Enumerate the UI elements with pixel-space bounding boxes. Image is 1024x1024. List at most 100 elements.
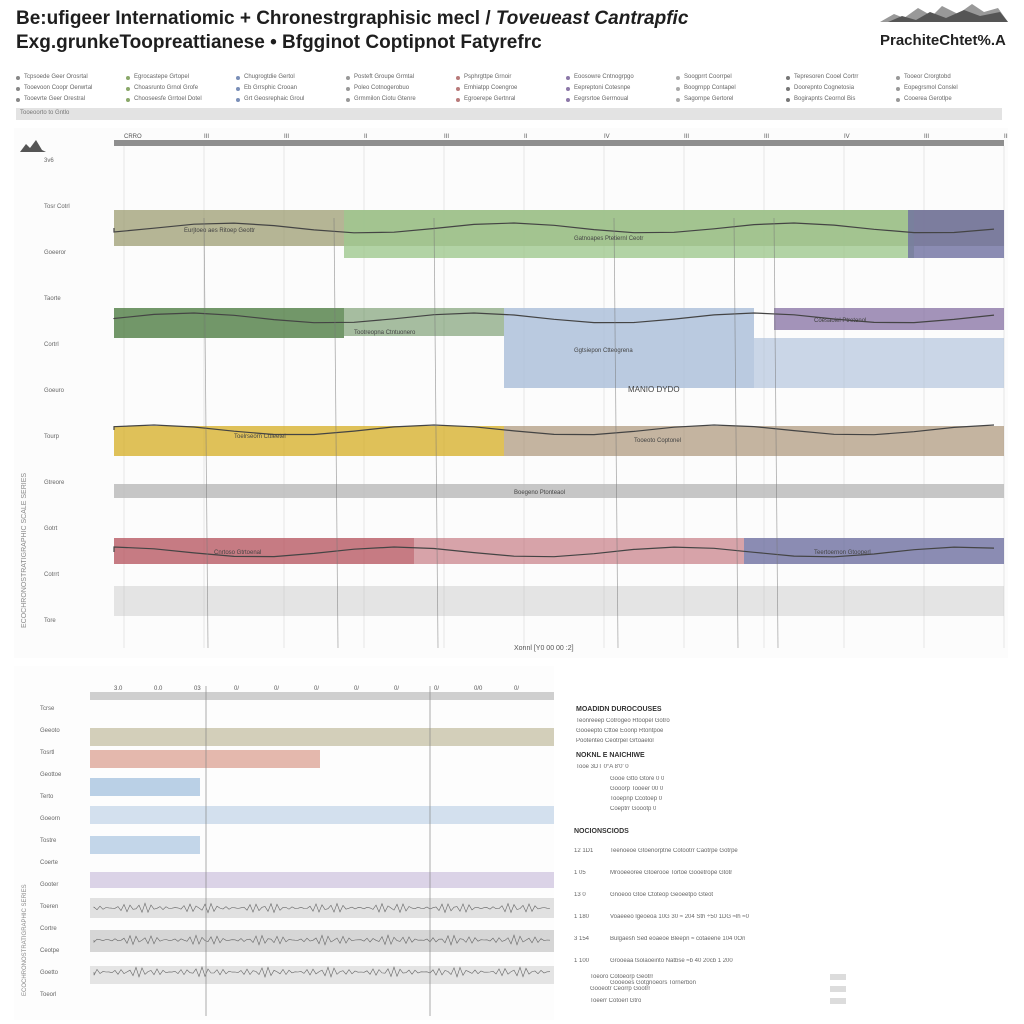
top-tick-label: II	[364, 134, 368, 140]
bottom-tick-label: 03	[194, 686, 201, 692]
section2-line: Gooorp Tooeer 00 0	[610, 786, 664, 792]
band-label: Toelrseorn Cttieetel	[234, 434, 286, 440]
band-red	[114, 538, 414, 564]
section3-row-text: Gooeoes Gotgnoeors Tornerbon	[610, 980, 696, 986]
legend-dot-icon	[786, 86, 790, 91]
footer-line: Toeoro Cotoeorp Geotrr	[590, 974, 654, 980]
legend-item: Egroerepe Gertnral	[456, 94, 517, 105]
legend-label: Grt Geosrephaic Groul	[244, 96, 305, 102]
section3-row-text: Bulgaesh Sed eoaeoe Bleepn ≈ cotaeene 10…	[610, 936, 746, 942]
legend-item: Cooerea Gerotlpe	[896, 94, 958, 105]
legend-item: Eoosowre Cntnogrpgo	[566, 72, 634, 83]
band-gray	[114, 586, 1004, 616]
band-label: Tootreopna Ctntuonero	[354, 330, 416, 336]
small-mountain-icon	[20, 140, 46, 152]
right-title: PrachiteChtet%.A	[880, 32, 1006, 49]
legend-dot-icon	[16, 86, 20, 91]
legend-label: Sagornpe Gertorel	[684, 96, 734, 102]
legend-label: Tooeor Crorgtobd	[904, 74, 951, 80]
legend-dot-icon	[566, 86, 570, 91]
legend-item: Tcpsoede Geer Orosrtal	[16, 72, 92, 83]
legend-column: Tcpsoede Geer Orosrtal Tooevoon Coopr Oer…	[16, 72, 92, 105]
waveform-trace	[93, 966, 551, 978]
legend-item: Eb Grrsphic Crooan	[236, 83, 304, 94]
vertical-streak	[333, 217, 339, 649]
bottom-row-label: Gooter	[40, 882, 58, 888]
bottom-side-label: ECOCHRONOSTRATIGRAPHIC SERIES	[22, 884, 28, 996]
horizon-curve	[113, 546, 995, 558]
legend-item: Tooevoon Coopr Oerwrtal	[16, 83, 92, 94]
bottom-band	[90, 898, 554, 918]
top-tick-label: III	[924, 134, 929, 140]
bottom-tick-label: 0/0	[474, 686, 483, 692]
left-row-label: Goeeror	[44, 250, 66, 256]
top-tick-label: CRRO	[124, 134, 142, 140]
section3-row-id: 3 154	[574, 936, 590, 942]
bottom-band	[90, 728, 554, 746]
legend-dot-icon	[456, 86, 460, 91]
legend-label: Eepreptoni Cotesnpe	[574, 85, 631, 91]
vertical-streak	[613, 217, 619, 649]
legend-item: Chugrogtdie Gertol	[236, 72, 304, 83]
bottom-row-label: Toeorl	[40, 992, 56, 998]
vertical-streak	[773, 217, 779, 649]
legend-item: Eegrsrtoe Gerrnoual	[566, 94, 634, 105]
band-label: Gatnoapes Ptetiernl Ceotr	[574, 236, 643, 242]
section3-row-text: Mrooeeoree Gtoerooe Tortoe Gooetrope Gto…	[610, 870, 733, 876]
band-gold	[114, 426, 504, 456]
bottom-top-axis-bar	[90, 692, 554, 700]
band-blue	[504, 308, 754, 388]
footer-line: Gooeotr Ceorrp Gootrr	[590, 986, 651, 992]
legend-column: Chugrogtdie Gertol Eb Grrsphic Crooan Grt …	[236, 72, 304, 105]
x-axis-label: Xonnl [Y0 00 00 :2]	[514, 645, 574, 652]
legend-column: Psphrgttpe Grnoir Emhiatpp Coengroe Egroer…	[456, 72, 517, 105]
section3-row-id: 12 1D1	[574, 848, 594, 854]
section3-row-text: Gnoeoo Gtoe Ctoteop Geoeetpo Gteot	[610, 892, 714, 898]
legend-dot-icon	[786, 75, 790, 80]
legend-label: Egrocastepe Grtopel	[134, 74, 190, 80]
legend-dot-icon	[126, 97, 130, 102]
bottom-tick-label: 0/	[354, 686, 359, 692]
horizon-curve	[113, 312, 995, 324]
legend-dot-icon	[456, 97, 460, 102]
legend-item: Sagornpe Gertorel	[676, 94, 736, 105]
legend-dot-icon	[16, 97, 20, 102]
vertical-axis-title: ECOCHRONOSTRATIGRAPHIC SCALE SERIES	[21, 473, 28, 628]
legend-dot-icon	[236, 86, 240, 91]
vertical-streak	[433, 217, 439, 649]
top-tick-label: III	[684, 134, 689, 140]
legend-item: Poleo Cotnogerobuo	[346, 83, 416, 94]
legend-dot-icon	[346, 86, 350, 91]
legend-item: Soogprrt Coorrpel	[676, 72, 736, 83]
legend-label: Bogirapnts Ceornol Bis	[794, 96, 856, 102]
legend-label: Eopegrsmol Conslel	[904, 85, 958, 91]
bottom-tick-label: 0/	[314, 686, 319, 692]
bottom-tick-label: 0/	[274, 686, 279, 692]
legend-dot-icon	[126, 86, 130, 91]
legend-dot-icon	[346, 97, 350, 102]
section2-line: Tooepnp Ccotoep 0	[610, 796, 663, 802]
legend-label: Doorepnto Cognetosia	[794, 85, 855, 91]
horizon-curve	[113, 222, 995, 234]
legend-item: Bogirapnts Ceornol Bis	[786, 94, 858, 105]
top-tick-label: II	[524, 134, 528, 140]
legend-dot-icon	[566, 97, 570, 102]
left-row-label: Cotrrt	[44, 572, 59, 578]
legend-label: Poleo Cotnogerobuo	[354, 85, 410, 91]
band-indigo	[908, 210, 1004, 258]
left-row-label: Tore	[44, 618, 56, 624]
section-title-moadidn: MOADIDN DUROCOUSES	[576, 706, 662, 713]
bottom-row-label: Goetto	[40, 970, 59, 976]
legend: Tcpsoede Geer Orosrtal Tooevoon Coopr Oer…	[16, 72, 1006, 106]
top-tick-label: III	[764, 134, 769, 140]
footer-swatch	[830, 974, 846, 980]
legend-item: Tepresoren Cooel Cortrr	[786, 72, 858, 83]
bottom-row-label: Ceotpe	[40, 948, 60, 954]
legend-item: Choasrunto Grnol Grofe	[126, 83, 202, 94]
legend-dot-icon	[896, 86, 900, 91]
bottom-row-label: Tcrse	[40, 706, 55, 712]
band-label: Ggtsiepon Ctteogrena	[574, 348, 633, 354]
left-row-label: Tourp	[44, 434, 60, 440]
vertical-streak	[733, 217, 739, 649]
bottom-band	[90, 778, 200, 796]
